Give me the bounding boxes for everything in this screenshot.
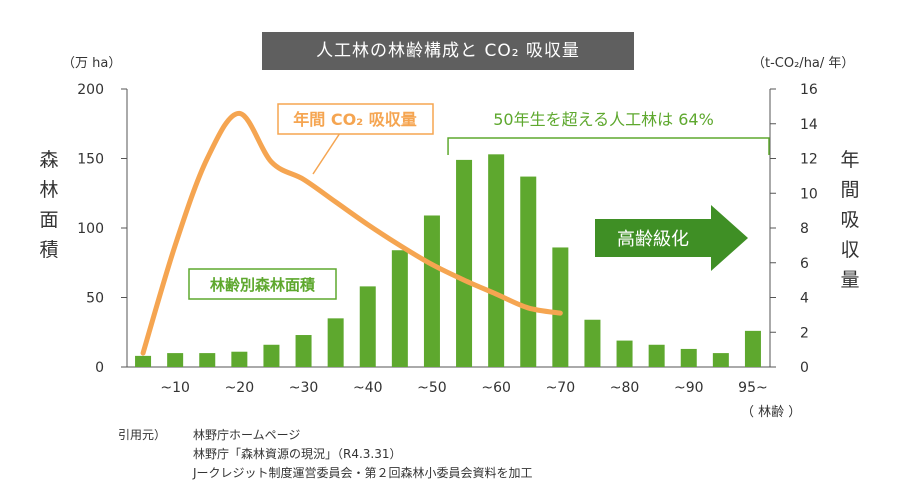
co2-absorption-line xyxy=(140,110,563,356)
x-tick-label: ~10 xyxy=(160,380,190,396)
x-tick-label: ~40 xyxy=(353,380,383,396)
right-axis-unit: （t-CO₂/ha/ 年） xyxy=(752,56,855,71)
right-tick-label: 2 xyxy=(800,325,809,341)
source-line: Jークレジット制度運営委員会・第２回森林小委員会資料を加工 xyxy=(193,466,533,480)
right-tick-label: 8 xyxy=(800,221,809,237)
right-tick-label: 10 xyxy=(800,186,818,202)
bar xyxy=(744,330,761,367)
left-tick-label: 150 xyxy=(77,152,104,168)
aging-arrow xyxy=(595,205,748,271)
bar xyxy=(712,353,729,367)
bar xyxy=(488,154,505,367)
source-label: 引用元） xyxy=(118,428,167,442)
left-tick-label: 0 xyxy=(95,360,104,376)
bar-label-box xyxy=(188,268,337,300)
x-tick-label: 95~ xyxy=(738,380,768,396)
line-label: 年間 CO₂ 吸収量 xyxy=(293,110,417,129)
right-tick-label: 12 xyxy=(800,152,818,168)
source-line: 林野庁ホームページ xyxy=(193,428,301,442)
right-tick-label: 4 xyxy=(800,291,809,307)
bar xyxy=(423,215,440,367)
bracket-line xyxy=(447,137,770,155)
left-axis-label: 森林面積 xyxy=(39,149,59,261)
bar xyxy=(263,344,280,367)
x-tick-label: ~20 xyxy=(225,380,255,396)
left-tick-label: 100 xyxy=(77,221,104,237)
chart-title: 人工林の林齢構成と CO₂ 吸収量 xyxy=(262,32,634,70)
line-label-leader xyxy=(312,132,341,175)
x-tick-label: ~30 xyxy=(289,380,319,396)
right-tick-label: 6 xyxy=(800,256,809,272)
bar xyxy=(359,286,376,367)
x-axis-unit: （ 林齢 ） xyxy=(741,405,802,420)
bar xyxy=(231,351,248,367)
right-axis-label: 年間吸収量 xyxy=(840,149,860,291)
left-tick-label: 200 xyxy=(77,82,104,98)
bar xyxy=(616,340,633,367)
bar xyxy=(327,318,344,367)
aging-arrow-label: 高齢級化 xyxy=(617,229,689,250)
source-line: 林野庁「森林資源の現況」（R4.3.31） xyxy=(193,447,402,461)
bar xyxy=(680,348,697,367)
line-label-box xyxy=(277,103,434,135)
x-tick-label: ~90 xyxy=(674,380,704,396)
right-tick-label: 14 xyxy=(800,117,818,133)
x-tick-label: ~80 xyxy=(610,380,640,396)
bar xyxy=(584,319,601,367)
bar xyxy=(552,247,569,367)
right-tick-label: 16 xyxy=(800,82,818,98)
bar xyxy=(167,353,184,367)
left-tick-label: 50 xyxy=(86,291,104,307)
x-tick-label: ~50 xyxy=(417,380,447,396)
x-tick-label: ~70 xyxy=(546,380,576,396)
bracket-label: 50年生を超える人工林は 64% xyxy=(493,110,714,129)
source-block: 引用元） 林野庁ホームページ 林野庁「森林資源の現況」（R4.3.31） Jーク… xyxy=(118,426,718,486)
bar xyxy=(295,335,312,367)
bar xyxy=(391,250,408,367)
bar xyxy=(648,344,665,367)
right-tick-label: 0 xyxy=(800,360,809,376)
left-axis-unit: （万 ha） xyxy=(62,56,122,71)
x-tick-label: ~60 xyxy=(481,380,511,396)
bar xyxy=(520,176,537,367)
bar xyxy=(456,159,473,367)
bar-label: 林齢別森林面積 xyxy=(210,276,316,294)
bar xyxy=(199,353,216,367)
bar xyxy=(135,355,152,367)
